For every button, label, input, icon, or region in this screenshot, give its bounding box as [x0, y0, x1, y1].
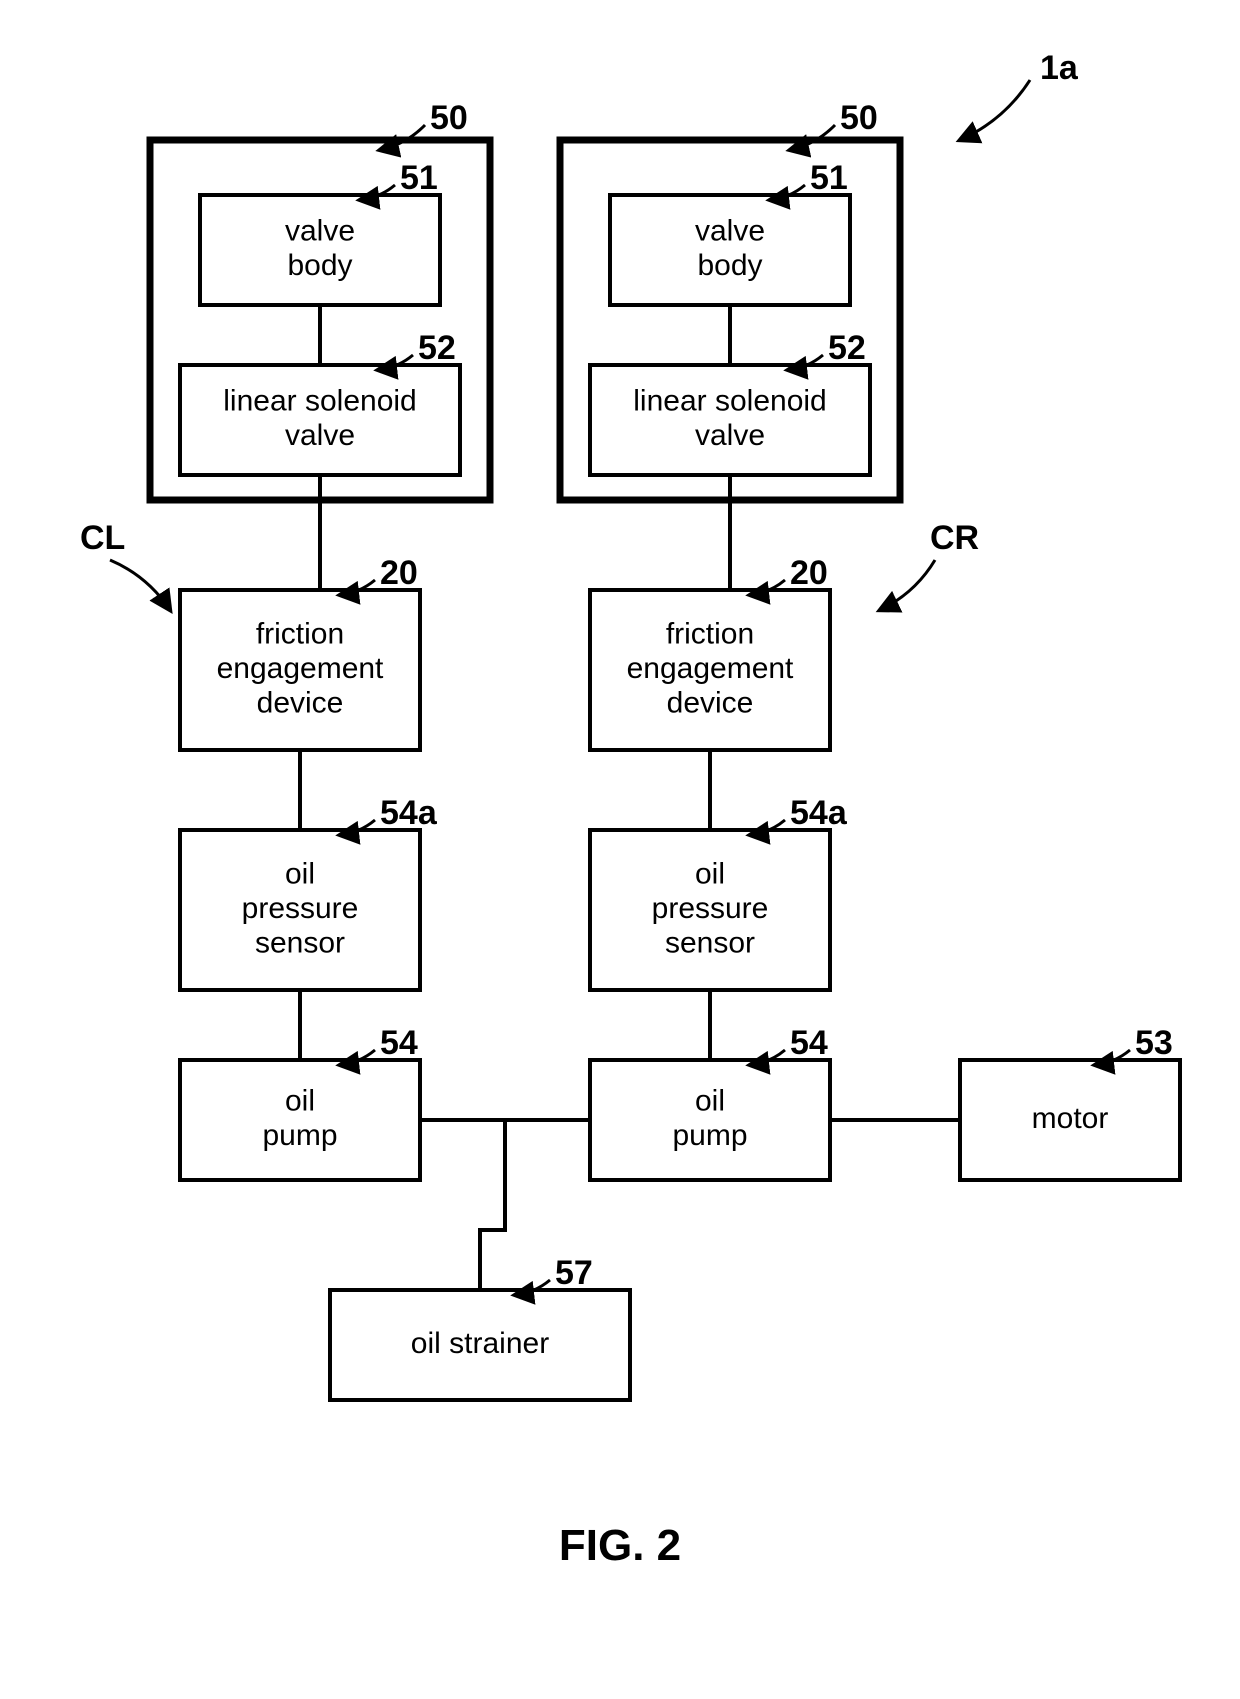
svg-text:51: 51 [400, 159, 438, 197]
svg-text:oil: oil [285, 857, 315, 890]
svg-text:device: device [667, 686, 754, 719]
hydraulic-diagram: valvebodylinear solenoidvalvefrictioneng… [0, 0, 1240, 1699]
svg-text:friction: friction [666, 617, 754, 650]
svg-text:CR: CR [930, 519, 979, 557]
svg-text:1a: 1a [1040, 49, 1079, 87]
svg-text:linear solenoid: linear solenoid [223, 385, 416, 418]
svg-text:54: 54 [380, 1024, 418, 1062]
svg-text:device: device [257, 686, 344, 719]
svg-text:20: 20 [380, 554, 418, 592]
svg-text:50: 50 [430, 99, 468, 137]
svg-text:50: 50 [840, 99, 878, 137]
svg-text:51: 51 [810, 159, 848, 197]
svg-text:pressure: pressure [242, 892, 359, 925]
svg-text:20: 20 [790, 554, 828, 592]
svg-text:body: body [697, 249, 762, 282]
svg-text:sensor: sensor [255, 926, 345, 959]
svg-text:54a: 54a [380, 794, 438, 832]
svg-text:54: 54 [790, 1024, 828, 1062]
svg-text:oil: oil [285, 1085, 315, 1118]
svg-text:valve: valve [695, 215, 765, 248]
svg-text:sensor: sensor [665, 926, 755, 959]
svg-text:pump: pump [672, 1119, 747, 1152]
svg-text:linear solenoid: linear solenoid [633, 385, 826, 418]
svg-text:54a: 54a [790, 794, 848, 832]
svg-text:engagement: engagement [627, 652, 794, 685]
svg-text:52: 52 [828, 329, 866, 367]
svg-text:pump: pump [262, 1119, 337, 1152]
svg-text:body: body [287, 249, 352, 282]
svg-text:valve: valve [285, 215, 355, 248]
svg-text:oil: oil [695, 857, 725, 890]
svg-text:pressure: pressure [652, 892, 769, 925]
svg-text:57: 57 [555, 1254, 593, 1292]
svg-text:53: 53 [1135, 1024, 1173, 1062]
svg-text:52: 52 [418, 329, 456, 367]
svg-text:motor: motor [1032, 1102, 1109, 1135]
figure-label: FIG. 2 [559, 1521, 681, 1570]
svg-text:CL: CL [80, 519, 125, 557]
svg-text:engagement: engagement [217, 652, 384, 685]
svg-text:oil strainer: oil strainer [411, 1327, 549, 1360]
svg-text:oil: oil [695, 1085, 725, 1118]
svg-text:friction: friction [256, 617, 344, 650]
svg-text:valve: valve [285, 419, 355, 452]
svg-text:valve: valve [695, 419, 765, 452]
